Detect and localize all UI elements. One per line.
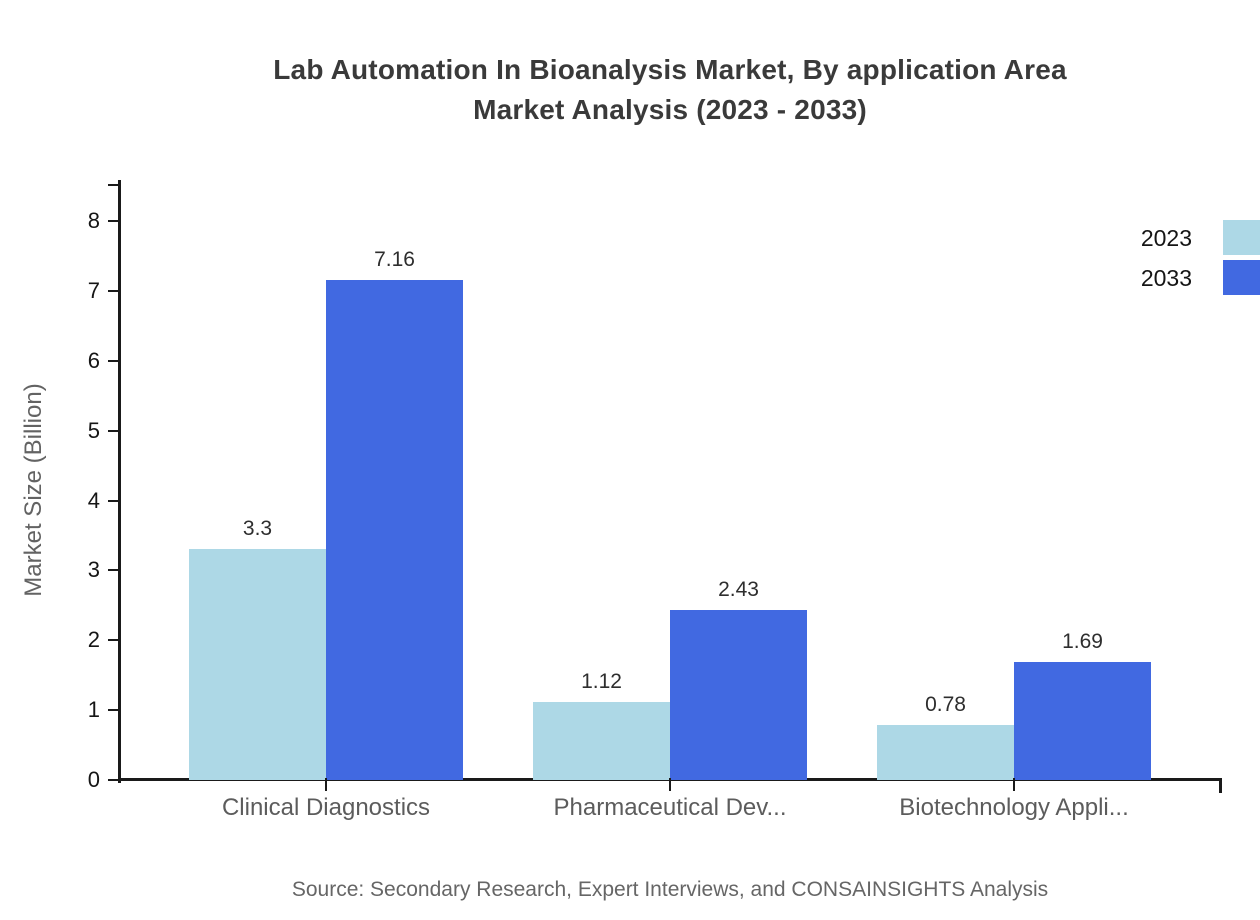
bar-value-label: 1.69 xyxy=(1062,630,1103,653)
bar-2023-0 xyxy=(189,549,326,780)
chart-title-line-2: Market Analysis (2023 - 2033) xyxy=(473,94,867,125)
y-tick xyxy=(108,569,118,572)
category-label: Pharmaceutical Dev... xyxy=(553,794,787,821)
y-tick-label: 7 xyxy=(87,277,100,303)
y-tick-label: 0 xyxy=(87,767,100,792)
y-tick xyxy=(108,709,118,712)
legend-swatch-2033 xyxy=(1223,260,1260,295)
x-axis-end-tick xyxy=(1219,778,1222,793)
bar-2033-0 xyxy=(326,280,463,780)
bar-2023-1 xyxy=(533,702,670,780)
y-tick xyxy=(108,359,118,362)
y-tick xyxy=(108,499,118,502)
source-note: Source: Secondary Research, Expert Inter… xyxy=(291,878,1049,901)
bar-2033-2 xyxy=(1014,662,1151,780)
y-tick xyxy=(108,779,118,781)
legend-swatch-2023 xyxy=(1223,220,1260,255)
y-tick-label: 1 xyxy=(87,697,100,723)
y-tick xyxy=(108,220,118,222)
category-label: Biotechnology Appli... xyxy=(899,794,1129,821)
y-tick-label: 6 xyxy=(87,347,100,373)
chart-title-line-1: Lab Automation In Bioanalysis Market, By… xyxy=(273,54,1067,85)
bar-2033-1 xyxy=(670,610,807,780)
legend-label-2023: 2023 xyxy=(1140,225,1192,251)
y-tick-label: 8 xyxy=(87,208,100,233)
y-axis-line xyxy=(118,180,121,783)
x-tick xyxy=(325,778,327,791)
legend-label-2033: 2033 xyxy=(1140,265,1192,291)
bar-value-label: 0.78 xyxy=(925,693,966,716)
y-tick xyxy=(108,639,118,642)
bar-2023-2 xyxy=(877,725,1014,780)
y-tick xyxy=(108,289,118,292)
y-tick-label: 4 xyxy=(87,487,100,513)
y-tick-label: 5 xyxy=(87,417,100,443)
y-tick-label: 2 xyxy=(87,627,100,653)
bar-value-label: 1.12 xyxy=(581,670,622,693)
category-label: Clinical Diagnostics xyxy=(221,794,431,821)
bar-value-label: 2.43 xyxy=(718,578,759,601)
chart-title: Lab Automation In Bioanalysis Market, By… xyxy=(118,50,1222,130)
x-tick xyxy=(1013,778,1015,791)
y-tick xyxy=(108,429,118,432)
bar-value-label: 3.3 xyxy=(242,517,273,540)
x-tick xyxy=(669,778,671,791)
y-axis-end-tick xyxy=(108,184,118,186)
bar-value-label: 7.16 xyxy=(374,248,415,271)
y-tick-label: 3 xyxy=(87,557,100,583)
